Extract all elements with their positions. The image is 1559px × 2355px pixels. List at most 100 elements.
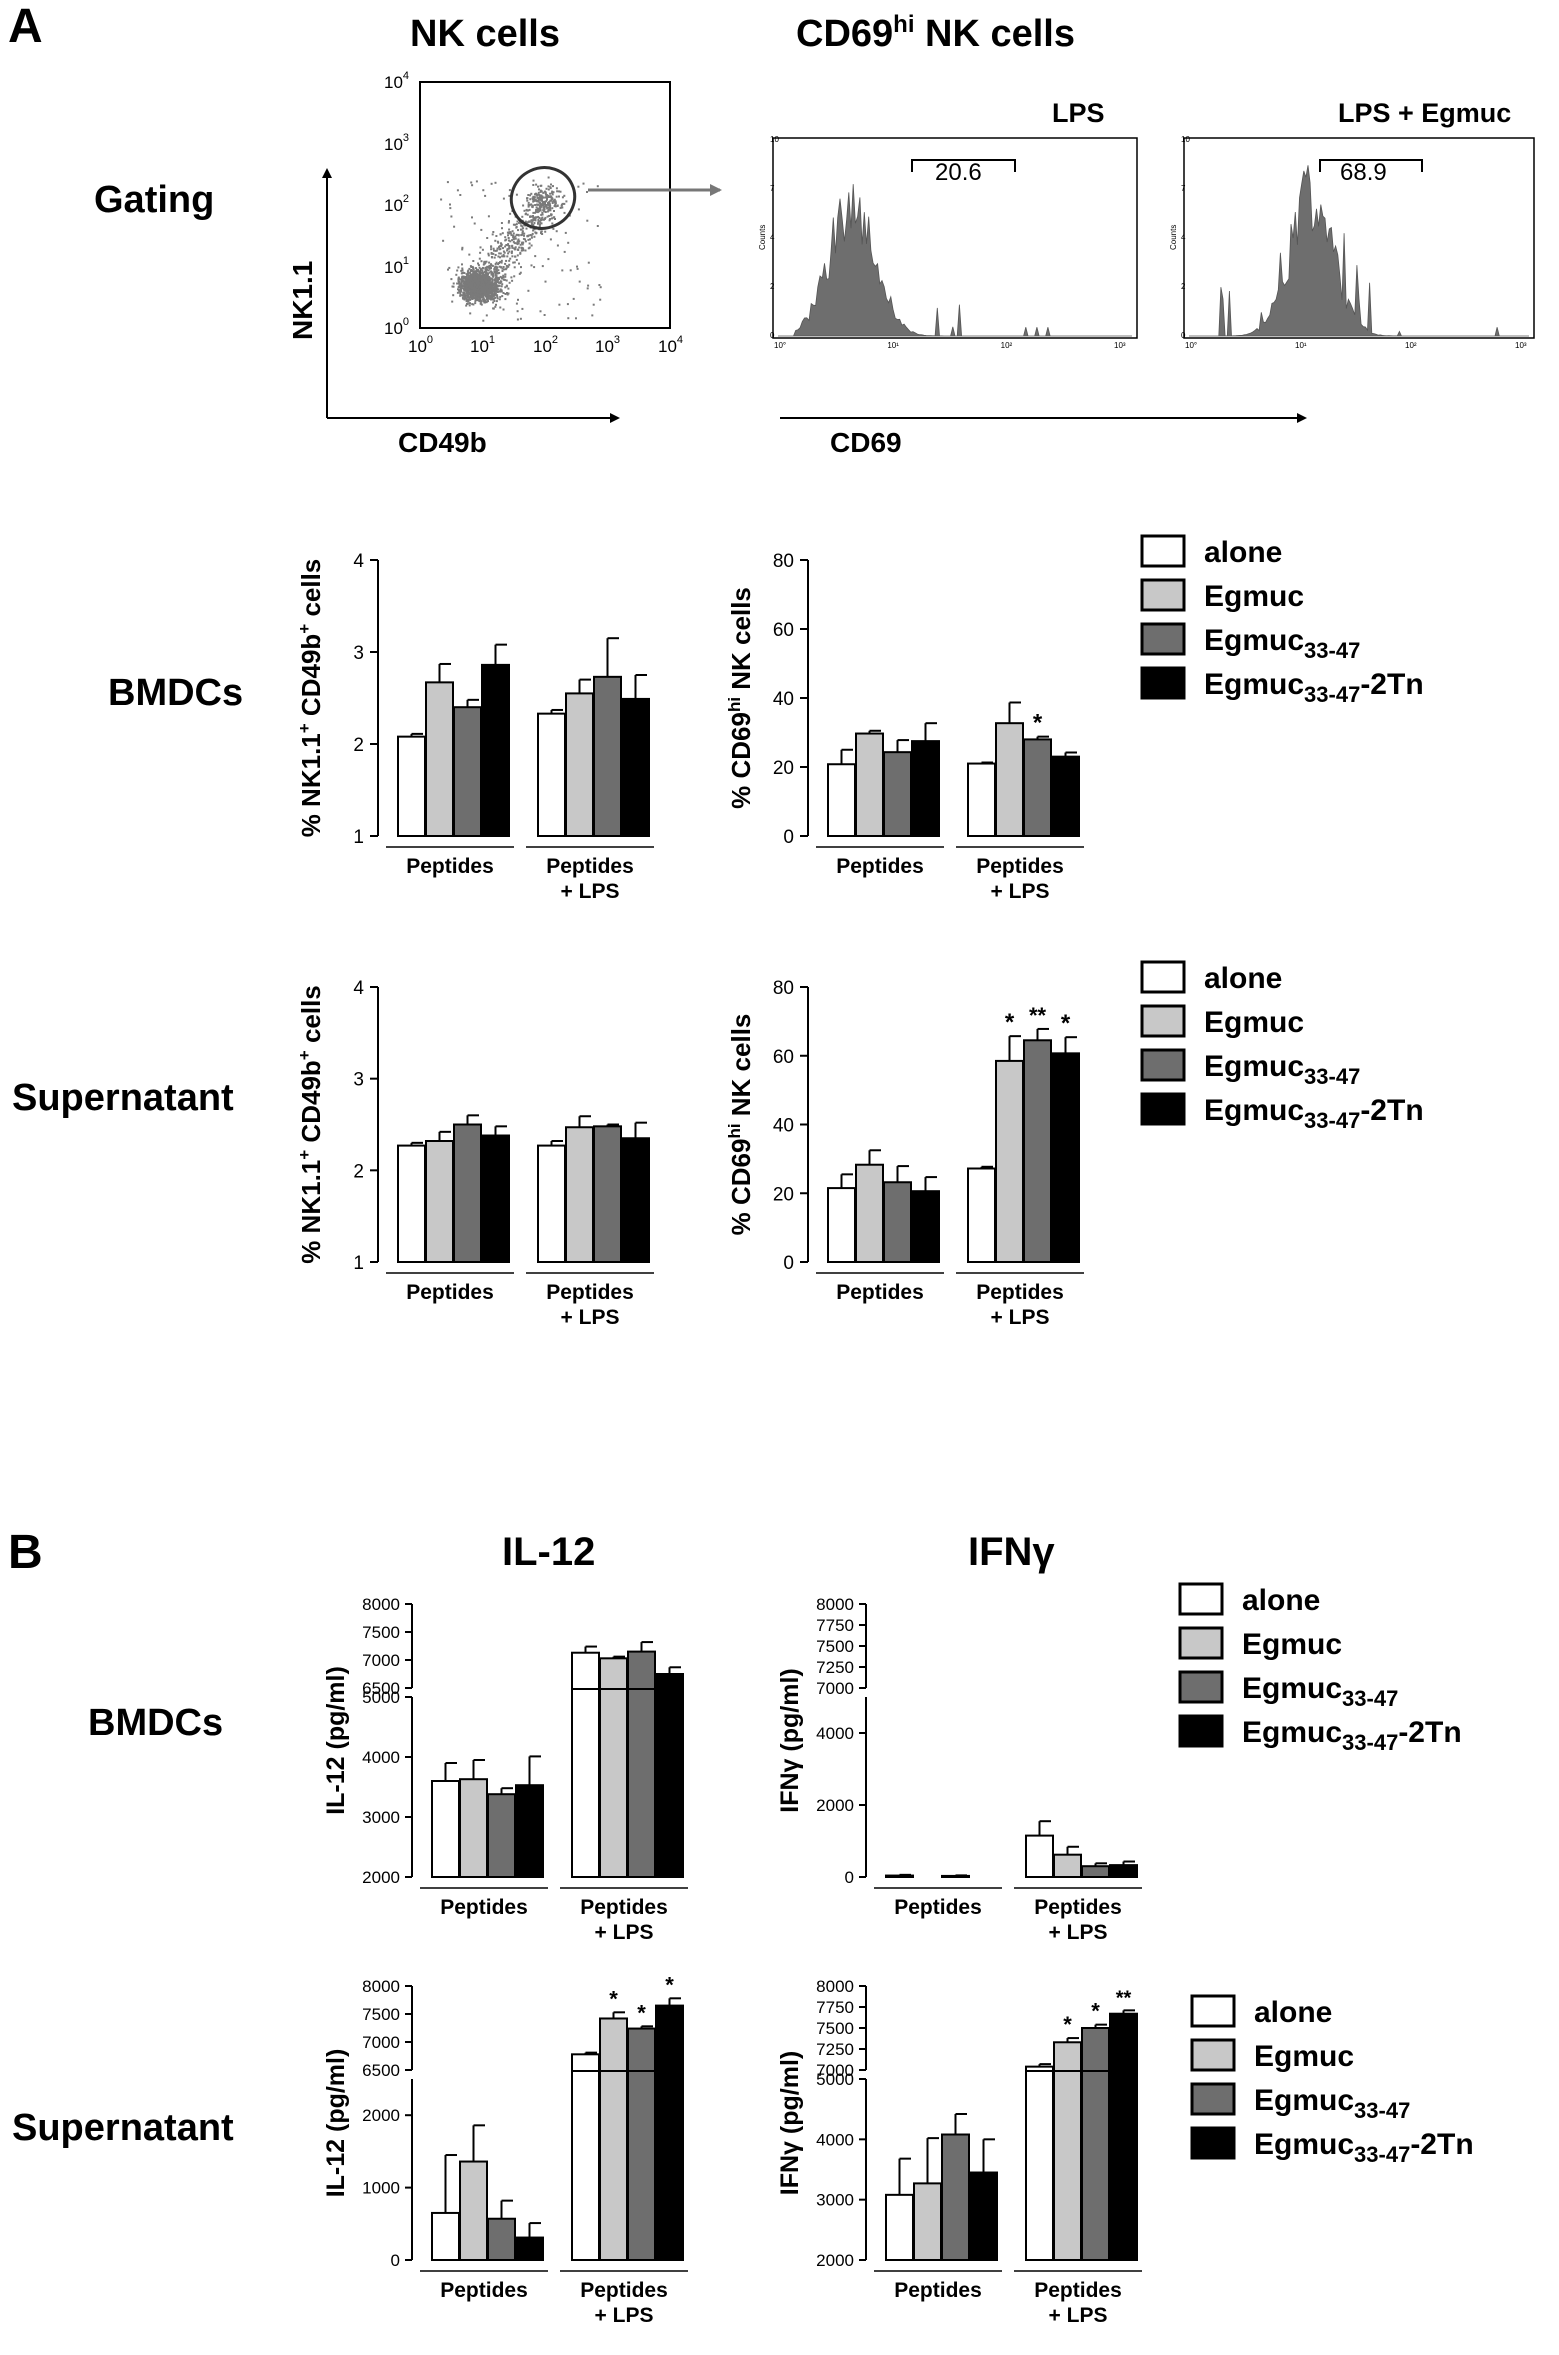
scatter-dot bbox=[559, 206, 562, 209]
scatter-dot bbox=[531, 205, 534, 208]
scatter-dot bbox=[478, 286, 481, 289]
y-axis-label: IFNγ (pg/ml) bbox=[776, 1668, 804, 1812]
scatter-dot bbox=[487, 294, 490, 297]
scatter-dot bbox=[505, 244, 508, 246]
scatter-dot bbox=[506, 293, 509, 296]
scatter-dot bbox=[540, 219, 542, 221]
scatter-dot bbox=[539, 221, 542, 224]
bar bbox=[1025, 1834, 1054, 1878]
scatter-dot bbox=[473, 283, 476, 286]
scatter-dot bbox=[596, 225, 599, 227]
scatter-dot bbox=[488, 271, 491, 274]
scatter-dot bbox=[556, 244, 559, 247]
scatter-dot bbox=[495, 261, 498, 264]
scatter-dot bbox=[493, 297, 496, 300]
scatter-dot bbox=[517, 238, 520, 241]
y-tick-label: 7500 bbox=[362, 1623, 400, 1642]
legends: alone Egmuc Egmuc33-47 Egmuc33-47-2Tn alone E… bbox=[1140, 534, 1474, 2167]
scatter-dot bbox=[553, 205, 556, 208]
bar bbox=[459, 2160, 488, 2261]
scatter-dot bbox=[467, 282, 470, 285]
scatter-dot bbox=[578, 280, 581, 283]
scatter-dot bbox=[508, 232, 511, 235]
scatter-dot bbox=[587, 261, 590, 264]
scatter-dot bbox=[523, 209, 526, 212]
scatter-dot bbox=[515, 302, 518, 305]
scatter-dot bbox=[495, 276, 497, 279]
scatter-dot bbox=[471, 298, 474, 300]
scatter-dot bbox=[537, 185, 539, 188]
scatter-dot bbox=[544, 191, 547, 194]
scatter-dot bbox=[503, 255, 506, 258]
scatter-dot bbox=[490, 256, 493, 258]
scatter-dot bbox=[524, 238, 526, 241]
scatter-dot bbox=[474, 270, 477, 273]
scatter-dot bbox=[493, 279, 496, 282]
y-tick-label: 7500 bbox=[816, 2019, 854, 2038]
scatter-dot bbox=[505, 264, 508, 267]
y-tick-label: 5000 bbox=[816, 2070, 854, 2089]
scatter-dot bbox=[492, 290, 495, 293]
scatter-dot bbox=[507, 234, 509, 237]
scatter-dot bbox=[481, 294, 484, 297]
scatter-dot bbox=[489, 297, 492, 300]
scatter-dot bbox=[496, 294, 499, 297]
scatter-dot bbox=[448, 266, 451, 269]
scatter-dot bbox=[508, 194, 511, 197]
scatter-dot bbox=[481, 248, 484, 251]
panel-a-letter: A bbox=[8, 0, 43, 53]
scatter-dot bbox=[492, 301, 495, 304]
y-tick-label: 40 bbox=[773, 689, 794, 710]
scatter-dot bbox=[524, 249, 527, 252]
scatter-dot bbox=[509, 257, 512, 260]
scatter-dot bbox=[490, 248, 493, 251]
scatter-dot bbox=[500, 222, 503, 224]
scatter-dot bbox=[499, 280, 502, 283]
scatter-dot bbox=[470, 181, 473, 184]
y-tick-label: 7750 bbox=[816, 1616, 854, 1635]
scatter-dot bbox=[498, 298, 501, 301]
scatter-dot bbox=[464, 278, 467, 281]
scatter-dot bbox=[549, 187, 552, 190]
scatter-dot bbox=[459, 194, 462, 196]
scatter-dot bbox=[504, 245, 507, 248]
scatter-dot bbox=[467, 274, 470, 277]
scatter-dot bbox=[500, 285, 503, 288]
scatter-dot bbox=[587, 284, 590, 287]
scatter-dot bbox=[501, 267, 504, 270]
bar bbox=[537, 712, 566, 838]
scatter-dot bbox=[546, 196, 549, 199]
scatter-dot bbox=[532, 200, 535, 203]
legend-swatch bbox=[1140, 578, 1186, 612]
ifn-title: IFNγ bbox=[968, 1530, 1055, 1574]
scatter-dot bbox=[500, 242, 502, 245]
y-tick-label: 2000 bbox=[362, 1868, 400, 1887]
legend-label: Egmuc bbox=[1254, 2040, 1354, 2073]
scatter-dot bbox=[501, 283, 504, 286]
hist-x-tick-label: 10¹ bbox=[1295, 341, 1307, 350]
scatter-dot bbox=[473, 290, 476, 293]
scatter-dot bbox=[516, 240, 519, 243]
scatter-x-tick-label: 100 bbox=[408, 334, 433, 356]
scatter-dot bbox=[482, 285, 485, 288]
scatter-dot bbox=[503, 251, 506, 254]
scatter-dot bbox=[502, 292, 505, 294]
row-label-supernatant-a: Supernatant bbox=[12, 1077, 234, 1119]
y-tick-label: 7000 bbox=[816, 1679, 854, 1698]
scatter-dot bbox=[567, 317, 570, 320]
scatter-dot bbox=[485, 270, 488, 273]
bar-lower bbox=[571, 1688, 600, 1878]
scatter-dot bbox=[488, 282, 491, 284]
scatter-dot bbox=[558, 190, 560, 193]
scatter-dot bbox=[530, 203, 533, 206]
scatter-dot bbox=[561, 269, 564, 272]
scatter-dot bbox=[563, 211, 566, 214]
scatter-dot bbox=[501, 270, 504, 272]
scatter-dot bbox=[487, 215, 490, 218]
scatter-dot bbox=[522, 247, 525, 250]
bar bbox=[425, 1140, 454, 1263]
scatter-dot bbox=[490, 284, 493, 287]
scatter-dot bbox=[511, 246, 514, 249]
scatter-dot bbox=[463, 281, 466, 284]
bar bbox=[453, 1123, 482, 1263]
